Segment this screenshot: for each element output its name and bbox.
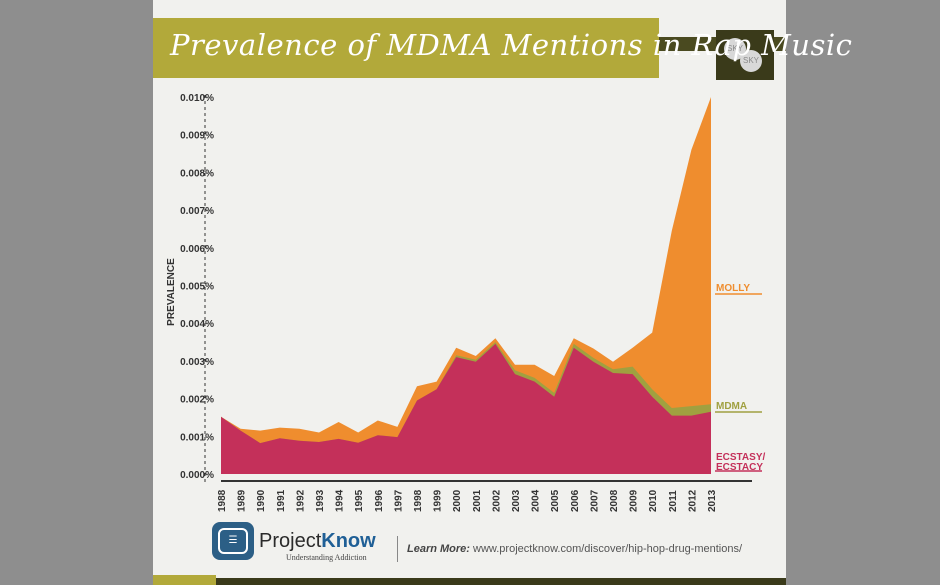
x-tick-label: 1989 <box>237 489 248 512</box>
footer-divider <box>397 536 398 562</box>
footer-accent-band <box>153 575 216 585</box>
x-tick-label: 1998 <box>413 489 424 512</box>
x-tick-label: 1991 <box>276 489 287 512</box>
x-tick-label: 2008 <box>609 489 620 512</box>
brand-name[interactable]: ProjectKnow <box>259 530 376 553</box>
x-tick-label: 2002 <box>491 489 502 512</box>
x-tick-label: 1994 <box>335 489 346 512</box>
x-tick-label: 1996 <box>374 489 385 512</box>
x-tick-label: 2007 <box>589 489 600 512</box>
pill-badge: SKY SKY <box>716 30 774 80</box>
y-tick-label: 0.009% <box>180 131 214 142</box>
x-tick-label: 1997 <box>393 489 404 512</box>
y-axis-label: PREVALENCE <box>166 258 177 326</box>
y-tick-label: 0.000% <box>180 470 214 481</box>
x-tick-label: 2005 <box>550 489 561 512</box>
x-tick-label: 2003 <box>511 489 522 512</box>
chart-areas <box>221 97 711 474</box>
y-tick-label: 0.006% <box>180 244 214 255</box>
x-tick-label: 2009 <box>629 489 640 512</box>
x-tick-label: 2001 <box>472 489 483 512</box>
x-tick-label: 1999 <box>433 489 444 512</box>
title-banner <box>153 18 659 78</box>
y-tick-label: 0.007% <box>180 206 214 217</box>
right-frame <box>786 0 940 585</box>
y-tick-label: 0.004% <box>180 319 214 330</box>
learn-more-url[interactable]: www.projectknow.com/discover/hip-hop-dru… <box>473 543 743 555</box>
left-frame <box>0 0 153 585</box>
brand-name-bold: Know <box>321 530 376 552</box>
x-tick-label: 2004 <box>531 489 542 512</box>
y-tick-label: 0.003% <box>180 357 214 368</box>
pill-icon: SKY <box>740 50 762 72</box>
x-tick-label: 2012 <box>687 489 698 512</box>
x-tick-label: 1990 <box>256 489 267 512</box>
series-area-ecstasy-ecstacy <box>221 343 711 474</box>
brand-tagline: Understanding Addiction <box>286 553 367 562</box>
chart-labels: ECSTASY/ECSTACY MDMA MOLLY <box>715 283 765 473</box>
x-tick-label: 2011 <box>668 490 679 512</box>
projectknow-logo[interactable]: ☰ <box>212 522 254 560</box>
x-tick-label: 2006 <box>570 489 581 512</box>
x-tick-label: 2013 <box>707 489 718 512</box>
y-tick-label: 0.001% <box>180 432 214 443</box>
y-tick-label: 0.002% <box>180 395 214 406</box>
learn-more: Learn More: www.projectknow.com/discover… <box>407 543 742 555</box>
chart-axes: 0.000% 0.001% 0.002% 0.003% 0.004% 0.005% 0.00… <box>166 93 752 512</box>
x-tick-label: 1995 <box>354 489 365 512</box>
x-tick-label: 2000 <box>452 489 463 512</box>
series-label: ECSTASY/ <box>716 452 765 463</box>
series-label: MDMA <box>716 401 747 412</box>
series-label: MOLLY <box>716 283 750 294</box>
y-tick-label: 0.005% <box>180 282 214 293</box>
series-label: ECSTACY <box>716 462 763 473</box>
y-tick-label: 0.008% <box>180 168 214 179</box>
x-tick-label: 1993 <box>315 489 326 512</box>
x-tick-label: 2010 <box>648 489 659 512</box>
x-tick-label: 1992 <box>295 489 306 512</box>
learn-more-label: Learn More: <box>407 543 470 555</box>
chart-title: Prevalence of MDMA Mentions in Rap Music <box>170 28 853 62</box>
x-tick-label: 1988 <box>217 489 228 512</box>
brand-name-plain: Project <box>259 530 322 552</box>
brain-icon: ☰ <box>218 528 248 554</box>
y-tick-label: 0.010% <box>180 93 214 104</box>
footer-dark-band <box>216 578 786 585</box>
